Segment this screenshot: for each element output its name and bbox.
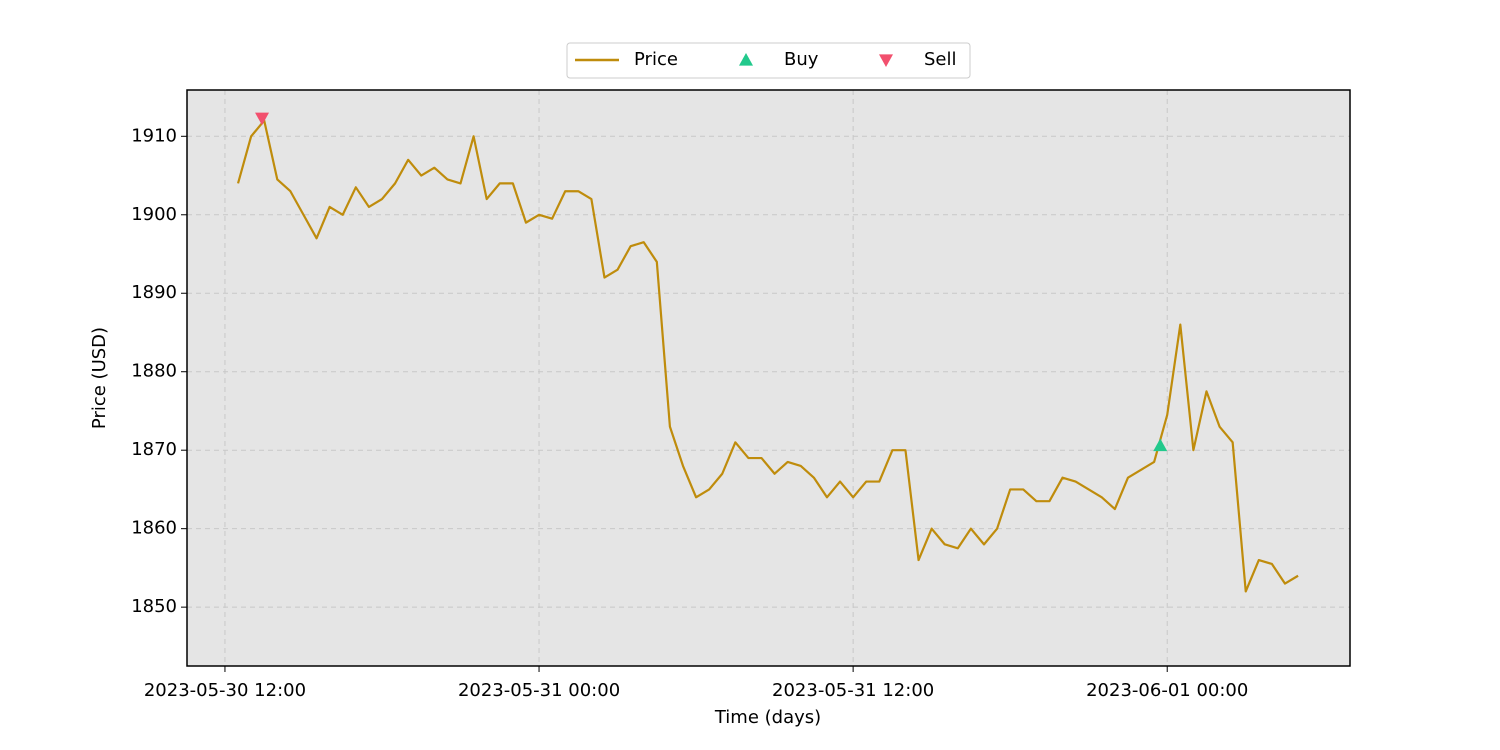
legend: Price Buy Sell [566,42,971,79]
trade-marker [1153,438,1168,452]
legend-swatch [739,53,753,66]
y-tick-label: 1890 [131,282,177,303]
x-tick-label: 2023-06-01 00:00 [1086,680,1248,701]
legend-box [566,42,971,79]
marks [236,112,1299,593]
x-axis-label: Time (days) [714,707,821,728]
y-tick-label: 1850 [131,596,177,617]
y-tick-label: 1870 [131,439,177,460]
plot-area [187,90,1350,666]
y-tick-label: 1880 [131,361,177,382]
price-line [236,119,1299,593]
x-tick-label: 2023-05-30 12:00 [144,680,306,701]
legend-label: Price [634,49,678,70]
legend-label: Sell [924,49,957,70]
legend-label: Buy [784,49,819,70]
legend-swatch [879,54,893,67]
y-tick-label: 1860 [131,518,177,539]
grid [187,90,1350,666]
y-axis-label: Price (USD) [89,327,110,429]
y-tick-label: 1900 [131,204,177,225]
x-tick-label: 2023-05-31 00:00 [458,680,620,701]
x-tick-label: 2023-05-31 12:00 [772,680,934,701]
plot-frame [186,89,1351,667]
trade-marker [255,112,270,126]
y-tick-label: 1910 [131,125,177,146]
